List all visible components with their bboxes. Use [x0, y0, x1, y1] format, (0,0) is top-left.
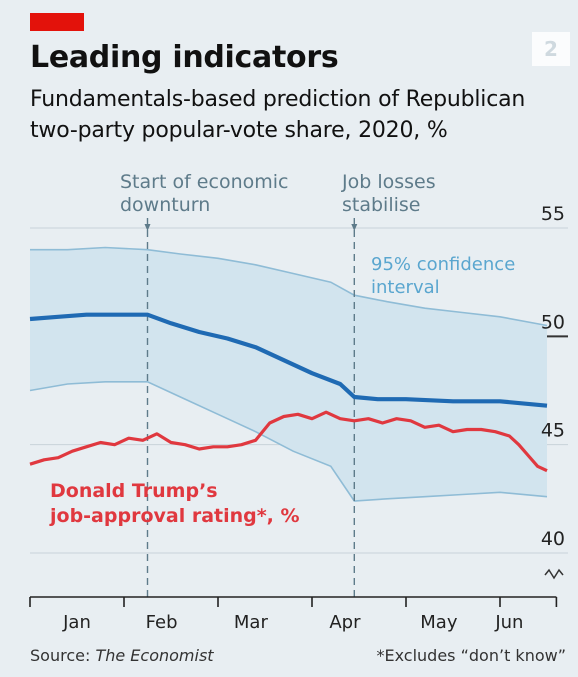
x-tick-label-may: May — [420, 612, 458, 633]
job-losses-annotation-line2: stabilise — [342, 194, 420, 216]
approval-annotation-line2: job-approval rating*, % — [49, 505, 300, 527]
source-note: Source: The Economist — [30, 646, 214, 665]
y-tick-label-55: 55 — [541, 203, 565, 225]
y-tick-label-50: 50 — [541, 311, 565, 333]
x-axis: Jan Feb Mar Apr May Jun — [29, 596, 558, 633]
chart-number-badge: 2 — [532, 32, 570, 66]
downturn-annotation-line2: downturn — [120, 194, 210, 216]
series-lines — [29, 312, 548, 473]
ci-upper-line — [30, 246, 548, 327]
chart-subtitle: Fundamentals-based prediction of Republi… — [30, 87, 526, 143]
downturn-annotation-line1: Start of economic — [120, 171, 288, 193]
approval-line — [29, 410, 548, 473]
x-tick-label-jun: Jun — [494, 612, 523, 633]
y-tick-label-40: 40 — [541, 528, 565, 550]
annotations: Start of economic downturn Job losses st… — [49, 171, 515, 527]
prediction-line — [29, 312, 548, 408]
confidence-band — [29, 246, 548, 502]
ci-lower-line — [29, 381, 548, 502]
vline-marker-downturn — [144, 224, 151, 231]
confidence-band-area — [30, 247, 547, 501]
event-lines — [144, 218, 358, 600]
confidence-annotation-line1: 95% confidence — [371, 254, 515, 275]
axis-break-icon — [544, 568, 564, 580]
y-tick-label-45: 45 — [541, 420, 565, 442]
x-tick-label-jan: Jan — [62, 612, 91, 633]
x-tick-label-apr: Apr — [329, 612, 361, 633]
brand-red-tag — [30, 13, 84, 31]
footnote: *Excludes “don’t know” — [376, 646, 567, 665]
chart-number: 2 — [544, 37, 558, 61]
chart-title: Leading indicators — [30, 40, 339, 75]
vline-marker-job_losses — [351, 224, 358, 231]
x-tick-label-mar: Mar — [234, 612, 269, 633]
confidence-annotation-line2: interval — [371, 277, 440, 298]
y-axis: 55 50 45 40 — [541, 203, 565, 580]
source-label: Source: — [30, 646, 96, 665]
x-tick-label-feb: Feb — [146, 612, 178, 633]
source-name: The Economist — [95, 646, 214, 665]
approval-annotation-line1: Donald Trump’s — [50, 480, 218, 502]
job-losses-annotation-line1: Job losses — [341, 171, 436, 193]
